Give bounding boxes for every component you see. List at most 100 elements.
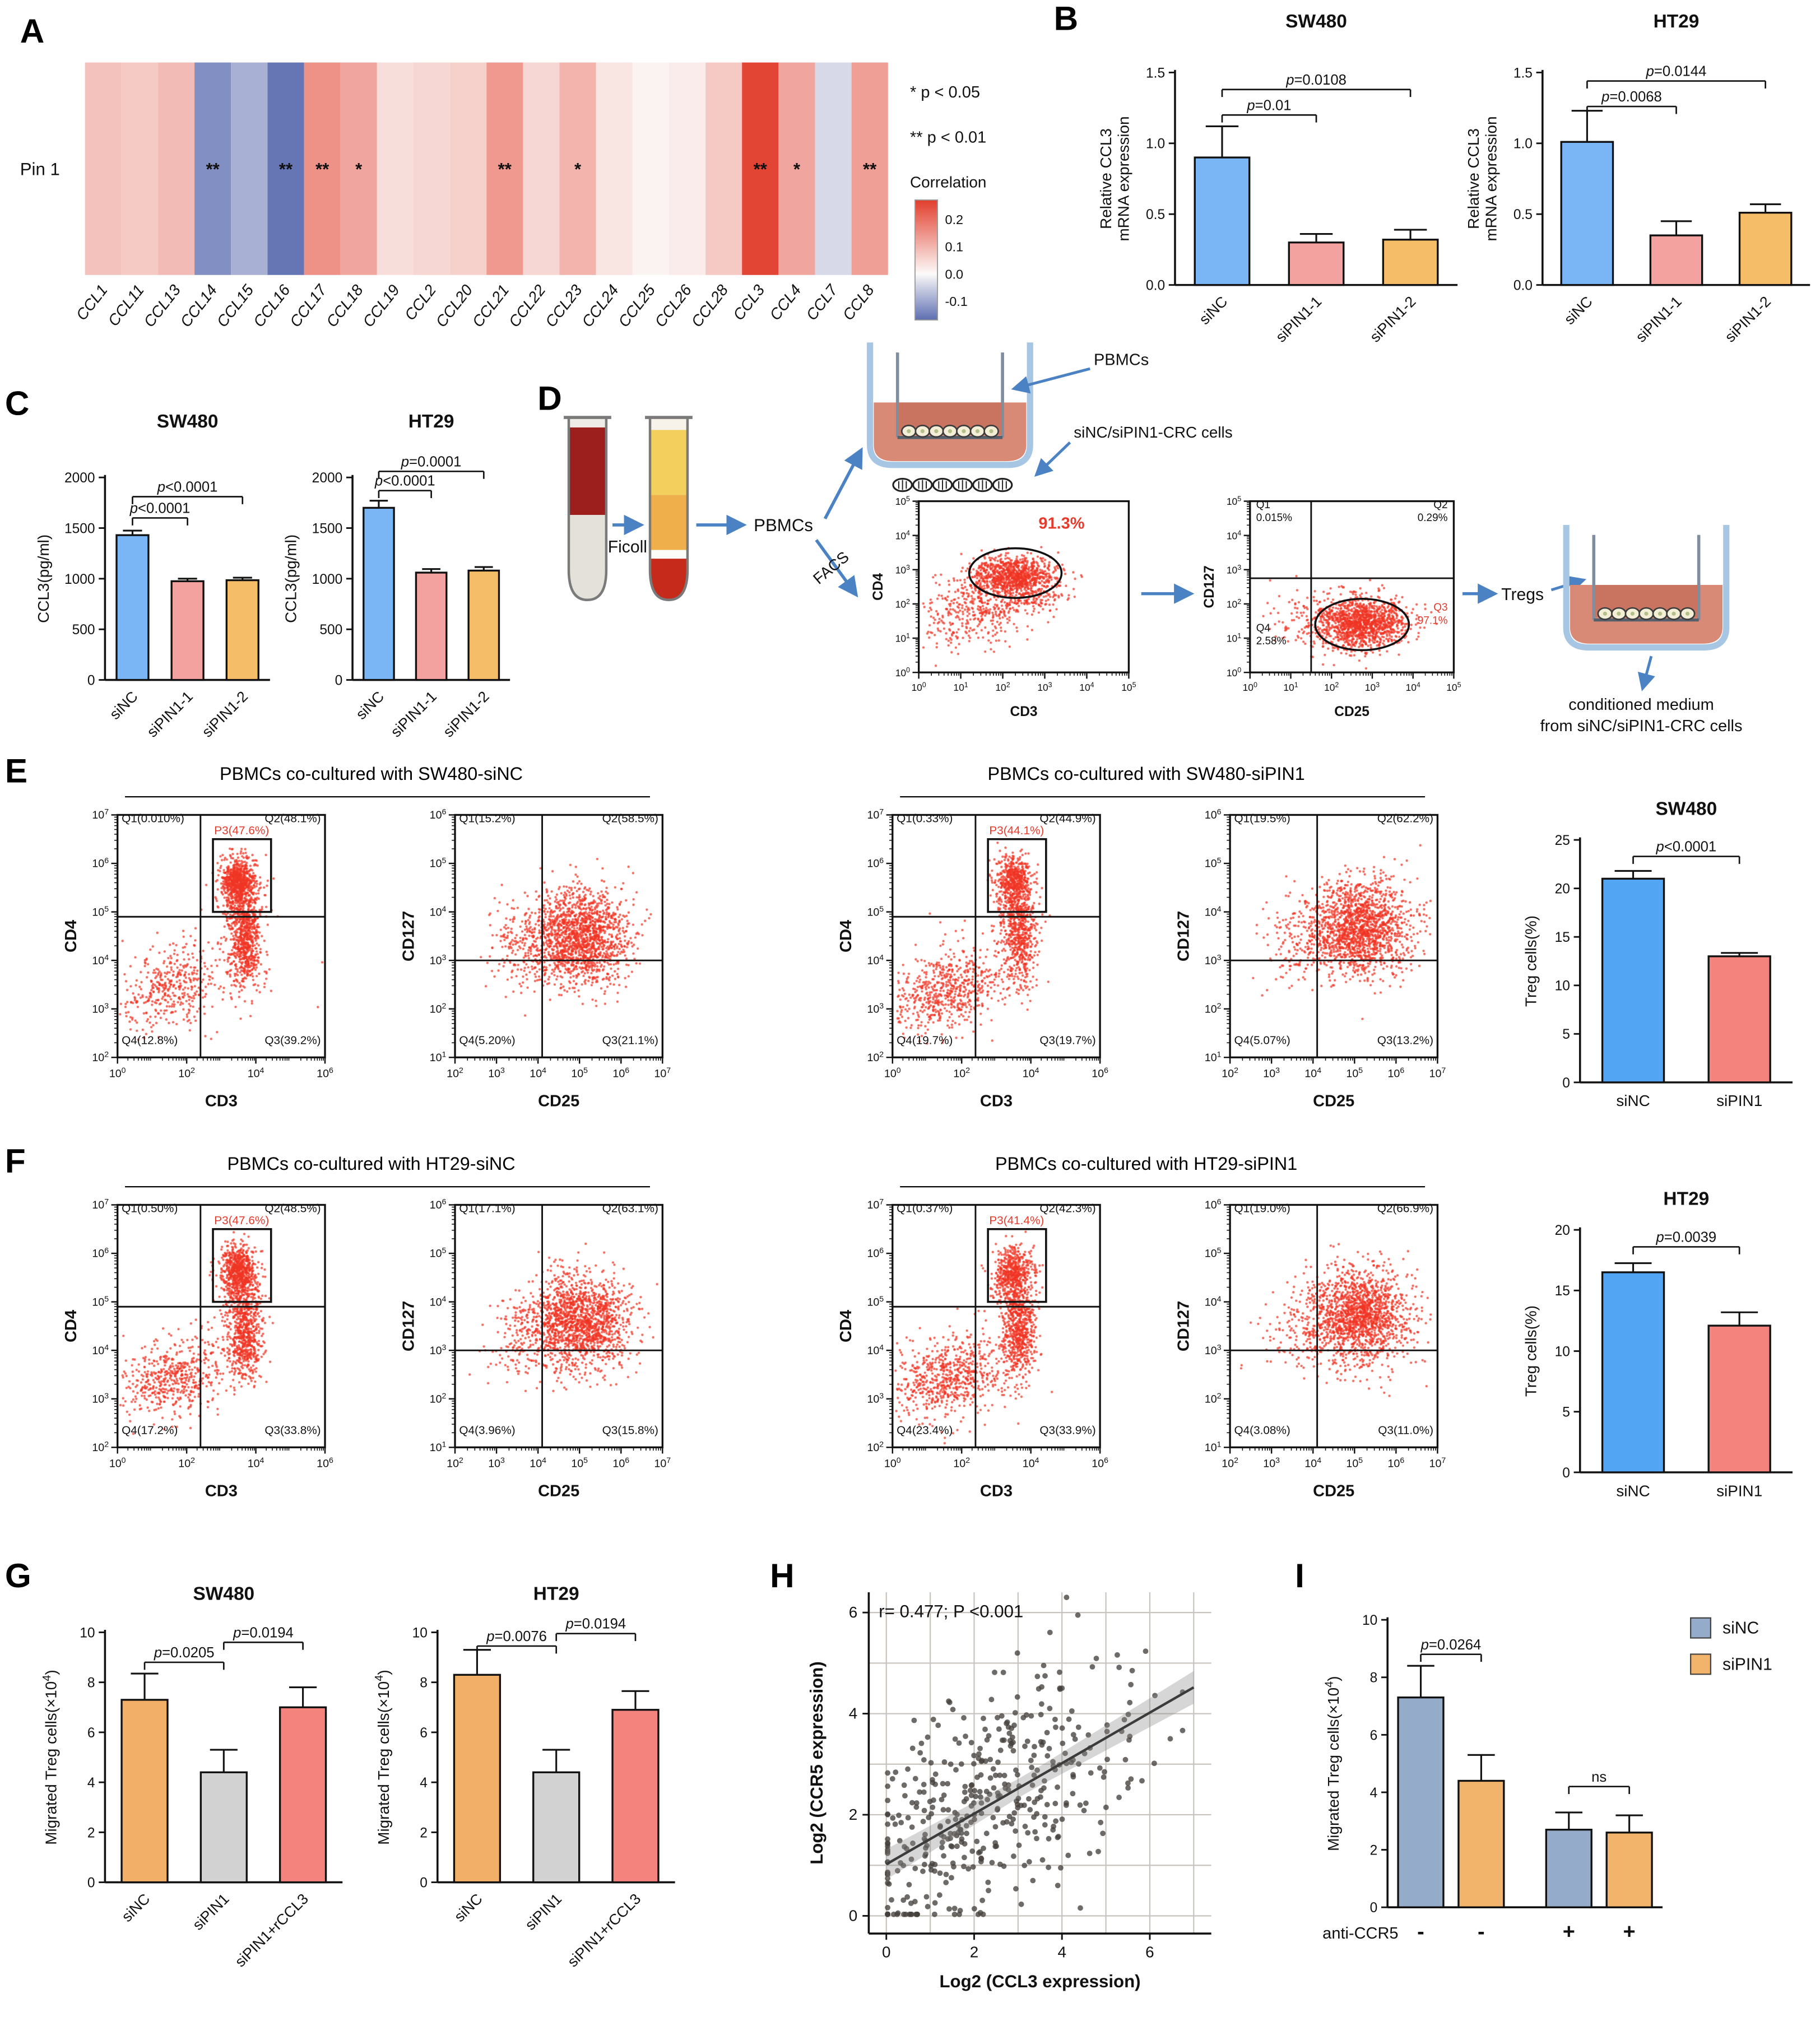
svg-text:**: ** bbox=[279, 159, 293, 179]
svg-text:105: 105 bbox=[1446, 681, 1461, 694]
chartF2-axes: 102 103 104 105 106 107101102103104105106CD25… bbox=[400, 1197, 671, 1500]
svg-text:104: 104 bbox=[530, 1456, 546, 1470]
svg-text:CCL17: CCL17 bbox=[286, 281, 331, 331]
svg-text:101: 101 bbox=[430, 1049, 447, 1063]
svg-text:Q1(19.0%): Q1(19.0%) bbox=[1234, 1202, 1290, 1215]
svg-text:101: 101 bbox=[953, 681, 968, 694]
chartG2-svg: HT29 0 2 4 6 8 10 Migrated Treg cells(×104) siNC… bbox=[373, 1583, 675, 1970]
svg-text:CD127: CD127 bbox=[1174, 911, 1192, 961]
svg-text:p=0.0264: p=0.0264 bbox=[1420, 1637, 1482, 1653]
svg-text:105: 105 bbox=[867, 1294, 884, 1308]
svg-text:1000: 1000 bbox=[312, 572, 343, 587]
correlation-annotation: r= 0.477; P <0.001 bbox=[879, 1602, 1023, 1621]
transwell-pbmcs-arrow bbox=[1011, 367, 1090, 394]
svg-text:5: 5 bbox=[1562, 1027, 1570, 1042]
svg-text:106: 106 bbox=[317, 1456, 333, 1470]
svg-text:mRNA expression: mRNA expression bbox=[1115, 116, 1132, 241]
svg-text:CCL20: CCL20 bbox=[432, 281, 476, 331]
svg-text:102: 102 bbox=[178, 1456, 195, 1470]
pbmcs-label: PBMCs bbox=[754, 515, 813, 535]
svg-text:CCL3(pg/ml): CCL3(pg/ml) bbox=[282, 535, 300, 623]
svg-text:102: 102 bbox=[447, 1456, 463, 1470]
svg-text:10: 10 bbox=[80, 1625, 95, 1640]
chartD2-axes: 100 101 102 103 104 105 100 101 102 103 104 105 CD25… bbox=[1202, 495, 1461, 720]
svg-text:2: 2 bbox=[849, 1806, 858, 1823]
svg-text:Q3(13.2%): Q3(13.2%) bbox=[1377, 1034, 1433, 1047]
svg-text:Q2(48.1%): Q2(48.1%) bbox=[264, 812, 321, 825]
svg-text:4: 4 bbox=[420, 1776, 428, 1791]
svg-text:102: 102 bbox=[953, 1456, 970, 1470]
svg-text:107: 107 bbox=[92, 1197, 109, 1211]
svg-text:105: 105 bbox=[430, 1245, 447, 1260]
svg-text:103: 103 bbox=[1037, 681, 1052, 694]
svg-text:Migrated Treg cells(×104): Migrated Treg cells(×104) bbox=[1324, 1676, 1343, 1851]
svg-text:103: 103 bbox=[1365, 681, 1380, 694]
svg-text:0.2: 0.2 bbox=[945, 212, 963, 227]
svg-text:CCL21: CCL21 bbox=[469, 281, 513, 330]
svg-text:p=0.0001: p=0.0001 bbox=[401, 454, 462, 470]
svg-text:20: 20 bbox=[1555, 1223, 1570, 1238]
svg-text:CCL8: CCL8 bbox=[839, 281, 878, 324]
svg-text:102: 102 bbox=[92, 1049, 109, 1063]
svg-text:* p < 0.05: * p < 0.05 bbox=[910, 83, 980, 101]
svg-text:5: 5 bbox=[1562, 1405, 1570, 1420]
svg-text:Q4(12.8%): Q4(12.8%) bbox=[122, 1034, 178, 1047]
svg-text:101: 101 bbox=[895, 632, 910, 644]
svg-text:105: 105 bbox=[1346, 1066, 1363, 1080]
svg-text:0: 0 bbox=[335, 673, 343, 688]
panel-letter-b: B bbox=[1053, 0, 1079, 38]
svg-text:0.5: 0.5 bbox=[1146, 207, 1165, 222]
svg-text:103: 103 bbox=[488, 1456, 505, 1470]
svg-text:103: 103 bbox=[1205, 1342, 1222, 1356]
svg-text:105: 105 bbox=[867, 904, 884, 918]
svg-text:siPIN1: siPIN1 bbox=[1716, 1092, 1762, 1109]
svg-text:106: 106 bbox=[1388, 1456, 1405, 1470]
panel-letter-c: C bbox=[4, 385, 30, 423]
svg-text:103: 103 bbox=[1263, 1066, 1280, 1080]
svg-text:104: 104 bbox=[867, 952, 884, 966]
svg-text:CCL13: CCL13 bbox=[140, 281, 184, 331]
svg-text:0.0: 0.0 bbox=[1513, 278, 1533, 294]
svg-text:siNC: siNC bbox=[1616, 1092, 1650, 1109]
svg-text:4: 4 bbox=[1370, 1786, 1378, 1801]
svg-text:CCL24: CCL24 bbox=[578, 281, 622, 330]
svg-text:**: ** bbox=[498, 159, 512, 179]
svg-text:100: 100 bbox=[895, 666, 910, 678]
svg-text:103: 103 bbox=[430, 1342, 447, 1356]
svg-text:Q2(63.1%): Q2(63.1%) bbox=[602, 1202, 658, 1215]
svg-text:104: 104 bbox=[1023, 1066, 1039, 1080]
svg-text:p<0.0001: p<0.0001 bbox=[1656, 839, 1717, 855]
svg-text:p=0.0108: p=0.0108 bbox=[1285, 72, 1347, 88]
svg-text:4: 4 bbox=[849, 1704, 858, 1722]
svg-text:6: 6 bbox=[849, 1604, 858, 1621]
svg-text:97.1%: 97.1% bbox=[1418, 615, 1448, 627]
svg-text:106: 106 bbox=[1092, 1456, 1108, 1470]
svg-text:siPIN1+rCCL3: siPIN1+rCCL3 bbox=[231, 1890, 312, 1970]
svg-text:HT29: HT29 bbox=[533, 1583, 579, 1604]
svg-text:siPIN1-2: siPIN1-2 bbox=[198, 688, 251, 741]
svg-text:105: 105 bbox=[1227, 495, 1241, 508]
chartB2-svg: HT29 0.0 0.5 1.0 1.5 Relative CCL3 mRNA expres… bbox=[1465, 11, 1810, 346]
svg-text:P3(41.4%): P3(41.4%) bbox=[989, 1214, 1044, 1227]
scatter-ccr5-ccl3-correlation: 0 2 4 6 0 2 4 6 Log2 (CCL3 expression) Log2 (CCR5… bbox=[806, 1580, 1229, 2002]
svg-text:** p < 0.01: ** p < 0.01 bbox=[910, 128, 986, 146]
svg-text:106: 106 bbox=[92, 1245, 109, 1260]
svg-text:**: ** bbox=[863, 159, 877, 179]
flow-plot-sw480-sipin1-cd4-cd3: 100 102 104 106 102 103 104 105 106 107 CD3 CD4 Q1(0… bbox=[837, 807, 1110, 1113]
chartF5-svg: HT29 0 5 10 15 20 Treg cells(%) siNC siPIN1 p=0.0… bbox=[1522, 1188, 1793, 1499]
svg-text:CCL22: CCL22 bbox=[505, 281, 549, 331]
svg-text:106: 106 bbox=[1388, 1066, 1405, 1080]
svg-text:105: 105 bbox=[895, 495, 910, 508]
svg-text:20: 20 bbox=[1555, 882, 1570, 897]
svg-text:0: 0 bbox=[87, 1876, 95, 1891]
chartD2-dots bbox=[1250, 501, 1454, 673]
svg-text:100: 100 bbox=[884, 1066, 901, 1080]
svg-text:104: 104 bbox=[530, 1066, 546, 1080]
svg-text:102: 102 bbox=[92, 1439, 109, 1453]
heatmap-row-label: Pin 1 bbox=[20, 159, 60, 179]
svg-text:104: 104 bbox=[248, 1066, 264, 1080]
svg-text:100: 100 bbox=[911, 681, 926, 694]
title-underline bbox=[900, 1186, 1426, 1188]
svg-text:2.58%: 2.58% bbox=[1256, 635, 1287, 647]
